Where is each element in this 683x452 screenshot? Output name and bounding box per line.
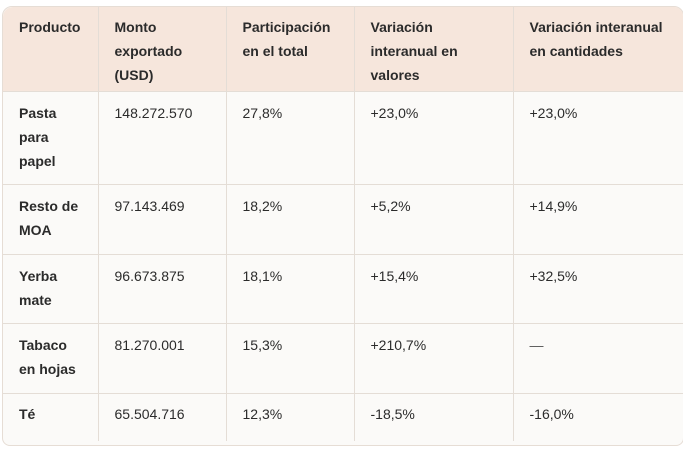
cell-yoy-quantity: -16,0% bbox=[529, 405, 574, 422]
cell-share: 12,3% bbox=[226, 393, 355, 441]
cell-amount: 96.673.875 bbox=[98, 254, 227, 324]
cell-yoy-quantity: +23,0% bbox=[513, 91, 683, 185]
cell-yoy-quantity: +32,5% bbox=[513, 254, 683, 324]
header-yoy-quantity: Variación interanual en cantidades bbox=[513, 7, 683, 92]
table-row: Tabaco en hojas 81.270.001 15,3% +210,7%… bbox=[3, 323, 683, 394]
table-row: Yerba mate 96.673.875 18,1% +15,4% +32,5… bbox=[3, 254, 683, 324]
cell-yoy-value: +15,4% bbox=[354, 254, 514, 324]
table-row: Pasta para papel 148.272.570 27,8% +23,0… bbox=[3, 91, 683, 185]
cell-share: 27,8% bbox=[226, 91, 355, 185]
header-share: Participación en el total bbox=[226, 7, 355, 92]
cell-share: 18,2% bbox=[226, 184, 355, 255]
cell-product: Tabaco en hojas bbox=[3, 323, 99, 394]
cell-amount: 148.272.570 bbox=[98, 91, 227, 185]
table-header: Producto Monto exportado (USD) Participa… bbox=[3, 7, 683, 92]
table-row: Resto de MOA 97.143.469 18,2% +5,2% +14,… bbox=[3, 184, 683, 255]
cell-product: Resto de MOA bbox=[3, 184, 99, 255]
cell-amount: 81.270.001 bbox=[98, 323, 227, 394]
export-table-container: Producto Monto exportado (USD) Participa… bbox=[2, 6, 683, 446]
table-body: Pasta para papel 148.272.570 27,8% +23,0… bbox=[3, 91, 683, 441]
header-row: Producto Monto exportado (USD) Participa… bbox=[3, 7, 683, 92]
cell-share: 18,1% bbox=[226, 254, 355, 324]
cell-yoy-value: +5,2% bbox=[354, 184, 514, 255]
cell-yoy-value: +23,0% bbox=[354, 91, 514, 185]
cell-yoy-quantity: +14,9% bbox=[513, 184, 683, 255]
header-amount: Monto exportado (USD) bbox=[98, 7, 227, 92]
table-row: Té 65.504.716 12,3% -18,5% -16,0% bbox=[3, 393, 683, 441]
export-table: Producto Monto exportado (USD) Participa… bbox=[3, 7, 683, 441]
cell-amount: 65.504.716 bbox=[98, 393, 227, 441]
cell-amount: 97.143.469 bbox=[98, 184, 227, 255]
cell-product: Yerba mate bbox=[3, 254, 99, 324]
cell-yoy-value: -18,5% bbox=[354, 393, 514, 441]
cell-share: 15,3% bbox=[226, 323, 355, 394]
header-product: Producto bbox=[3, 7, 99, 92]
cell-yoy-quantity: — bbox=[513, 323, 683, 394]
cell-product: Té bbox=[3, 393, 99, 441]
cell-product: Pasta para papel bbox=[3, 91, 99, 185]
header-yoy-value: Variación interanual en valores bbox=[354, 7, 514, 92]
cell-yoy-value: +210,7% bbox=[354, 323, 514, 394]
